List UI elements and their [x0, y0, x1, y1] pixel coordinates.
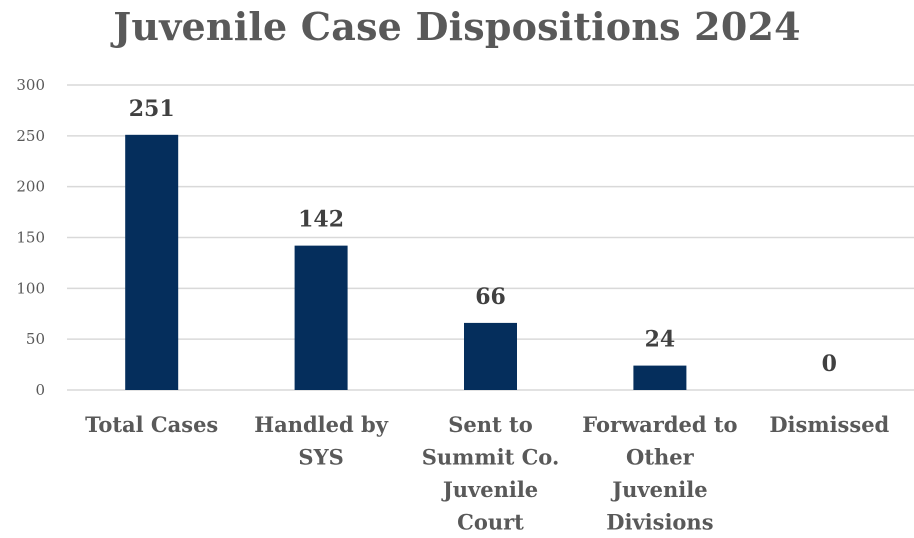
y-tick-label: 0	[35, 381, 45, 399]
data-label: 142	[298, 207, 344, 233]
category-labels: Total Cases Handled by SYS Sent to Summit Co…	[85, 412, 889, 535]
bar	[125, 134, 179, 390]
bar	[633, 365, 687, 390]
y-tick-label: 300	[16, 76, 45, 94]
y-tick-label: 200	[16, 178, 45, 196]
y-tick-label: 150	[16, 229, 45, 247]
data-label: 66	[475, 284, 506, 310]
chart-title: Juvenile Case Dispositions 2024	[113, 4, 801, 49]
data-label: 251	[129, 96, 175, 122]
category-label: Forwarded to Other Juvenile Divisions	[582, 412, 737, 535]
y-axis-ticks: 0 50 100 150 200 250 300	[16, 76, 45, 399]
bars	[125, 134, 687, 390]
y-tick-label: 50	[26, 330, 45, 348]
data-label: 24	[645, 327, 676, 353]
bar	[294, 245, 348, 390]
y-tick-label: 250	[16, 127, 45, 145]
y-tick-label: 100	[16, 279, 45, 297]
category-label: Dismissed	[769, 412, 889, 437]
category-label: Sent to Summit Co. Juvenile Court	[422, 412, 560, 535]
data-labels: 251 142 66 24 0	[129, 96, 837, 377]
data-label: 0	[822, 351, 837, 377]
category-label: Total Cases	[85, 412, 218, 437]
bar	[464, 322, 517, 390]
category-label: Handled by SYS	[254, 412, 388, 470]
